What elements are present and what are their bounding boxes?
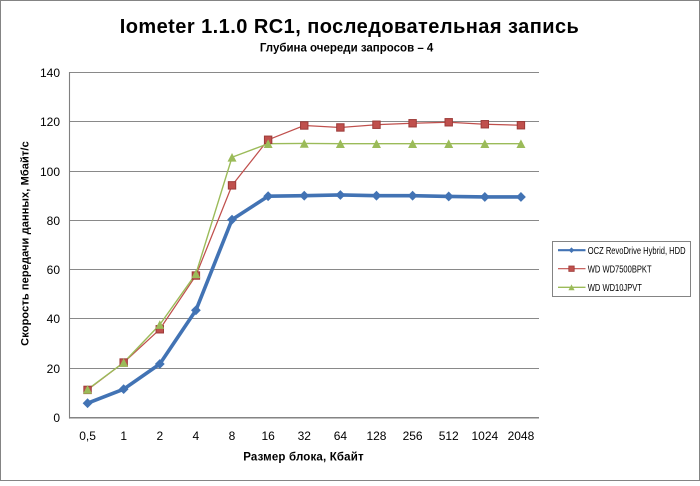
svg-text:Скорость передачи данных, Мбай: Скорость передачи данных, Мбайт/с (20, 141, 32, 346)
svg-text:32: 32 (298, 429, 312, 443)
svg-text:2: 2 (156, 429, 163, 443)
svg-text:0,5: 0,5 (79, 429, 96, 443)
svg-text:140: 140 (40, 66, 60, 80)
svg-text:100: 100 (40, 165, 60, 179)
svg-text:512: 512 (439, 429, 459, 443)
svg-text:120: 120 (40, 115, 60, 129)
svg-text:Глубина очереди запросов – 4: Глубина очереди запросов – 4 (260, 43, 434, 55)
svg-text:128: 128 (366, 429, 386, 443)
svg-text:1024: 1024 (471, 429, 498, 443)
svg-text:40: 40 (47, 312, 61, 326)
svg-text:2048: 2048 (508, 429, 535, 443)
svg-text:16: 16 (261, 429, 275, 443)
svg-text:0: 0 (53, 411, 60, 425)
svg-text:WD WD7500BPKT: WD WD7500BPKT (588, 263, 652, 274)
svg-text:20: 20 (47, 362, 61, 376)
svg-text:4: 4 (193, 429, 200, 443)
svg-text:1: 1 (120, 429, 127, 443)
svg-text:8: 8 (229, 429, 236, 443)
svg-text:80: 80 (47, 214, 61, 228)
svg-text:256: 256 (403, 429, 423, 443)
svg-text:Размер блока, Кбайт: Размер блока, Кбайт (243, 451, 364, 463)
svg-text:64: 64 (334, 429, 348, 443)
svg-text:60: 60 (47, 263, 61, 277)
svg-text:OCZ RevoDrive Hybrid, HDD: OCZ RevoDrive Hybrid, HDD (588, 245, 686, 256)
svg-text:WD WD10JPVT: WD WD10JPVT (588, 282, 643, 293)
svg-text:Iometer 1.1.0 RC1, последовате: Iometer 1.1.0 RC1, последовательная запи… (120, 16, 580, 38)
